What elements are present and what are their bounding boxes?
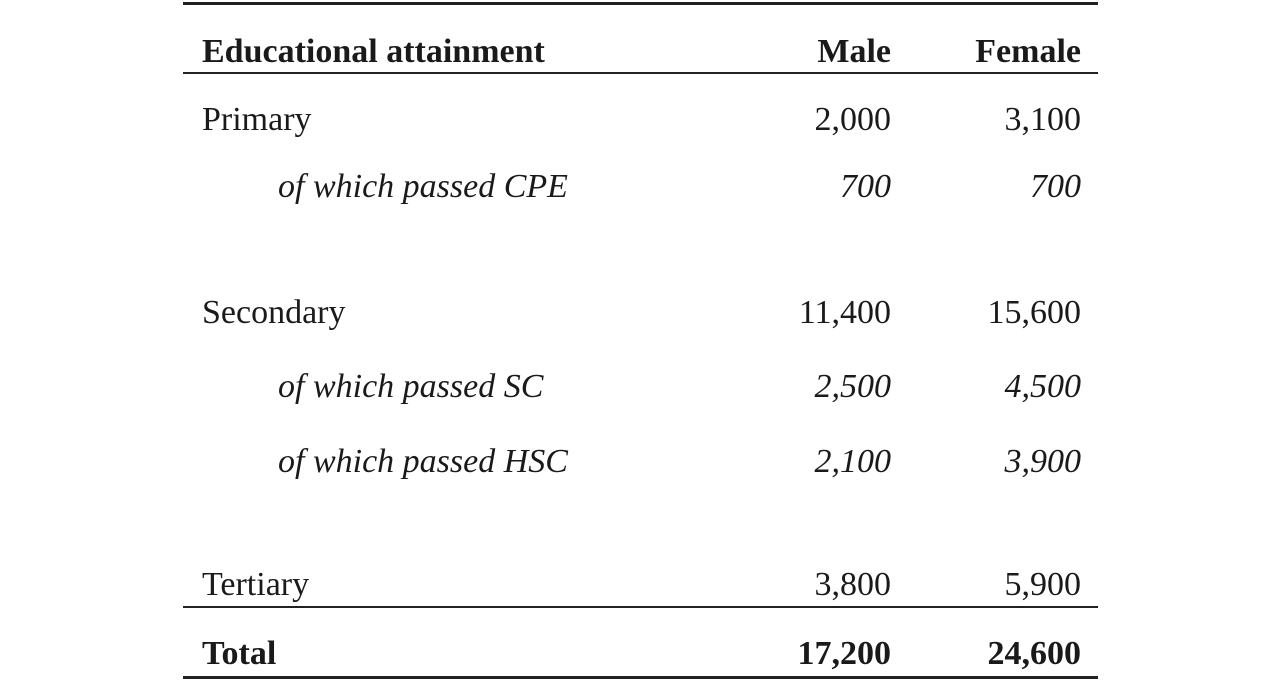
cell-value: 11,400 xyxy=(798,294,891,331)
cell-value: 700 xyxy=(1030,168,1081,205)
header-cell: Male xyxy=(817,33,891,70)
cell-value: 2,100 xyxy=(814,443,892,480)
total-value: 24,600 xyxy=(987,635,1082,672)
total-label: Total xyxy=(202,635,277,672)
row-label: of which passed CPE xyxy=(278,168,568,205)
cell-value: 2,500 xyxy=(814,368,892,405)
cell-value: 3,800 xyxy=(814,566,892,603)
cell-value: 15,600 xyxy=(987,294,1082,331)
row-label: Primary xyxy=(202,101,312,138)
cell-value: 2,000 xyxy=(814,101,892,138)
cell-value: 4,500 xyxy=(1004,368,1082,405)
total-rule xyxy=(183,606,1098,608)
top-rule xyxy=(183,2,1098,5)
row-label: Tertiary xyxy=(202,566,310,603)
row-label: of which passed SC xyxy=(278,368,544,405)
header-cell: Educational attainment xyxy=(202,33,545,70)
cell-value: 3,900 xyxy=(1004,443,1082,480)
header-cell: Female xyxy=(975,33,1081,70)
total-value: 17,200 xyxy=(797,635,892,672)
row-label: of which passed HSC xyxy=(278,443,568,480)
header-rule xyxy=(183,72,1098,74)
bottom-rule xyxy=(183,676,1098,679)
cell-value: 700 xyxy=(840,168,891,205)
row-label: Secondary xyxy=(202,294,346,331)
cell-value: 3,100 xyxy=(1004,101,1082,138)
cell-value: 5,900 xyxy=(1004,566,1082,603)
